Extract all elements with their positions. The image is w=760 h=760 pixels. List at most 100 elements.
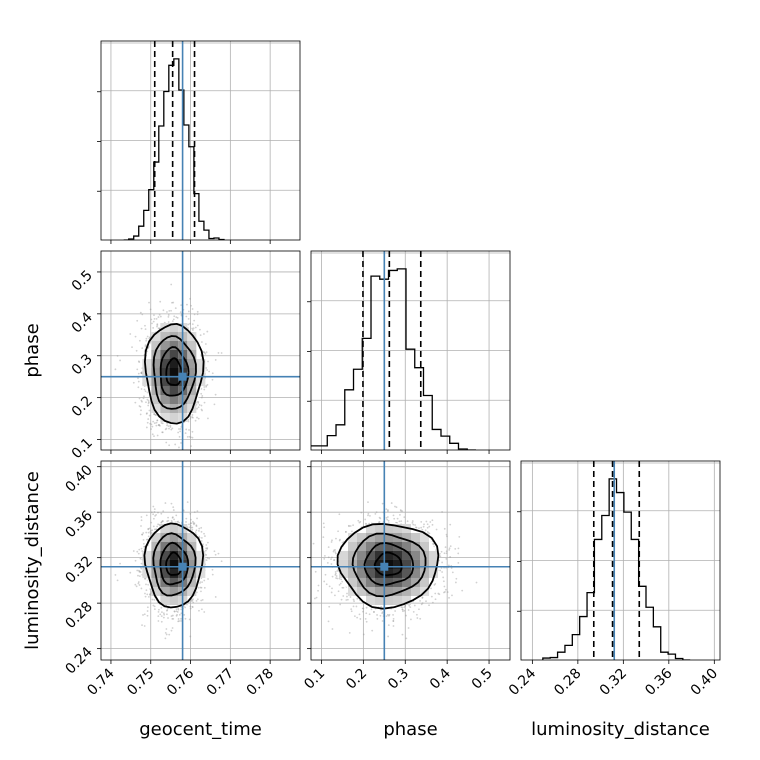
sample-point — [140, 519, 143, 522]
panel-frame — [100, 250, 301, 451]
sample-point — [153, 314, 155, 317]
sample-point — [132, 550, 135, 552]
sample-point — [189, 524, 192, 527]
sample-point — [207, 541, 209, 544]
sample-point — [146, 606, 149, 609]
sample-point — [137, 574, 139, 577]
sample-point — [187, 327, 189, 329]
sample-point — [191, 416, 194, 418]
sample-point — [134, 335, 137, 338]
sample-point — [200, 540, 203, 542]
sample-point — [197, 406, 200, 409]
sample-point — [189, 607, 192, 610]
sample-point — [153, 317, 156, 320]
sample-point — [146, 398, 149, 401]
sample-point — [220, 352, 223, 354]
sample-point — [198, 404, 201, 406]
sample-point — [189, 297, 192, 300]
sample-point — [147, 528, 150, 531]
sample-point — [194, 419, 197, 422]
sample-point — [180, 304, 183, 307]
sample-point — [153, 422, 156, 425]
sample-point — [144, 345, 147, 348]
sample-point — [190, 445, 192, 447]
sample-point — [147, 418, 150, 420]
y-tick-label: 0.5 — [69, 267, 96, 294]
sample-point — [116, 354, 119, 357]
sample-point — [199, 334, 202, 337]
sample-point — [206, 548, 208, 550]
sample-point — [217, 352, 220, 354]
sample-point — [152, 327, 155, 329]
y-tick-label: 0.2 — [69, 393, 96, 420]
sample-point — [191, 323, 194, 326]
sample-point — [207, 578, 209, 580]
sample-point — [203, 579, 206, 582]
sample-point — [185, 521, 187, 523]
sample-point — [138, 339, 141, 342]
sample-point — [140, 388, 143, 390]
sample-point — [166, 311, 168, 313]
sample-point — [147, 404, 150, 407]
sample-point — [138, 405, 141, 407]
sample-point — [145, 589, 148, 592]
density-cell — [160, 331, 170, 341]
sample-point — [163, 613, 166, 616]
sample-point — [140, 516, 143, 518]
density-cell — [151, 340, 161, 350]
sample-point — [195, 524, 198, 527]
density-cell — [151, 331, 161, 341]
sample-point — [152, 420, 155, 423]
sample-point — [140, 587, 143, 590]
sample-point — [146, 593, 149, 596]
sample-point — [211, 378, 214, 381]
density-cell — [187, 376, 197, 386]
sample-point — [194, 531, 197, 534]
sample-point — [199, 328, 201, 331]
sample-point — [167, 516, 169, 519]
sample-point — [192, 329, 194, 331]
sample-point — [146, 412, 148, 415]
sample-point — [167, 314, 170, 316]
sample-point — [189, 512, 192, 515]
sample-point — [158, 313, 161, 316]
sample-point — [211, 573, 214, 576]
sample-point — [206, 330, 209, 333]
sample-point — [208, 370, 211, 373]
sample-point — [155, 414, 157, 417]
sample-point — [144, 595, 147, 598]
sample-point — [150, 318, 153, 321]
sample-point — [204, 343, 207, 345]
sample-point — [135, 585, 138, 588]
sample-point — [159, 613, 162, 616]
truth-marker — [178, 372, 187, 381]
sample-point — [180, 612, 183, 615]
sample-point — [170, 309, 172, 312]
sample-point — [185, 315, 188, 318]
sample-point — [114, 574, 117, 576]
sample-point — [189, 417, 192, 420]
sample-point — [176, 520, 179, 523]
sample-point — [176, 613, 178, 616]
sample-point — [170, 283, 173, 286]
sample-point — [171, 614, 174, 617]
sample-point — [194, 326, 197, 329]
sample-point — [201, 409, 203, 412]
sample-point — [131, 346, 133, 349]
density-cell — [160, 385, 170, 395]
sample-point — [116, 579, 119, 582]
sample-point — [196, 517, 198, 520]
sample-point — [157, 610, 160, 613]
sample-point — [205, 559, 208, 562]
sample-point — [148, 527, 151, 530]
sample-point — [136, 319, 139, 322]
sample-point — [153, 413, 156, 415]
sample-point — [138, 361, 141, 363]
sample-point — [196, 310, 199, 313]
sample-point — [147, 402, 150, 405]
sample-point — [119, 562, 121, 565]
sample-point — [173, 610, 176, 613]
sample-point — [145, 412, 148, 415]
sample-point — [166, 424, 168, 427]
sample-point — [165, 441, 168, 444]
